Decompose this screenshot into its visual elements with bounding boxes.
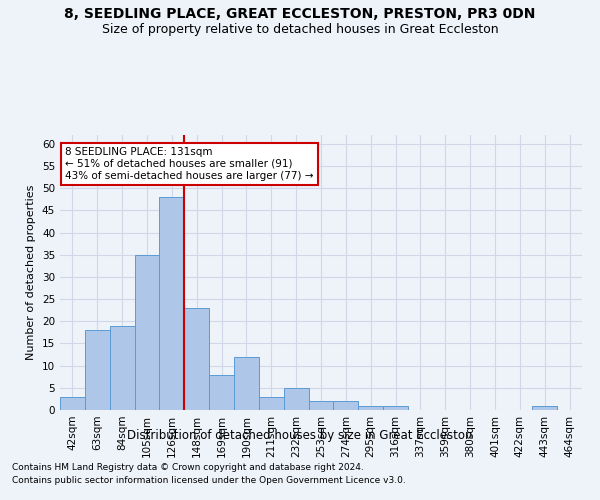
Bar <box>184 308 209 410</box>
Bar <box>308 401 334 410</box>
Bar <box>284 388 308 410</box>
Bar <box>110 326 134 410</box>
Text: 8, SEEDLING PLACE, GREAT ECCLESTON, PRESTON, PR3 0DN: 8, SEEDLING PLACE, GREAT ECCLESTON, PRES… <box>64 8 536 22</box>
Y-axis label: Number of detached properties: Number of detached properties <box>26 185 37 360</box>
Text: Distribution of detached houses by size in Great Eccleston: Distribution of detached houses by size … <box>127 428 473 442</box>
Bar <box>160 197 184 410</box>
Text: Size of property relative to detached houses in Great Eccleston: Size of property relative to detached ho… <box>101 22 499 36</box>
Text: 8 SEEDLING PLACE: 131sqm
← 51% of detached houses are smaller (91)
43% of semi-d: 8 SEEDLING PLACE: 131sqm ← 51% of detach… <box>65 148 314 180</box>
Bar <box>234 357 259 410</box>
Bar <box>334 401 358 410</box>
Bar <box>209 374 234 410</box>
Text: Contains HM Land Registry data © Crown copyright and database right 2024.: Contains HM Land Registry data © Crown c… <box>12 464 364 472</box>
Bar <box>134 255 160 410</box>
Bar <box>383 406 408 410</box>
Bar <box>85 330 110 410</box>
Bar <box>60 396 85 410</box>
Bar <box>532 406 557 410</box>
Bar <box>358 406 383 410</box>
Text: Contains public sector information licensed under the Open Government Licence v3: Contains public sector information licen… <box>12 476 406 485</box>
Bar <box>259 396 284 410</box>
